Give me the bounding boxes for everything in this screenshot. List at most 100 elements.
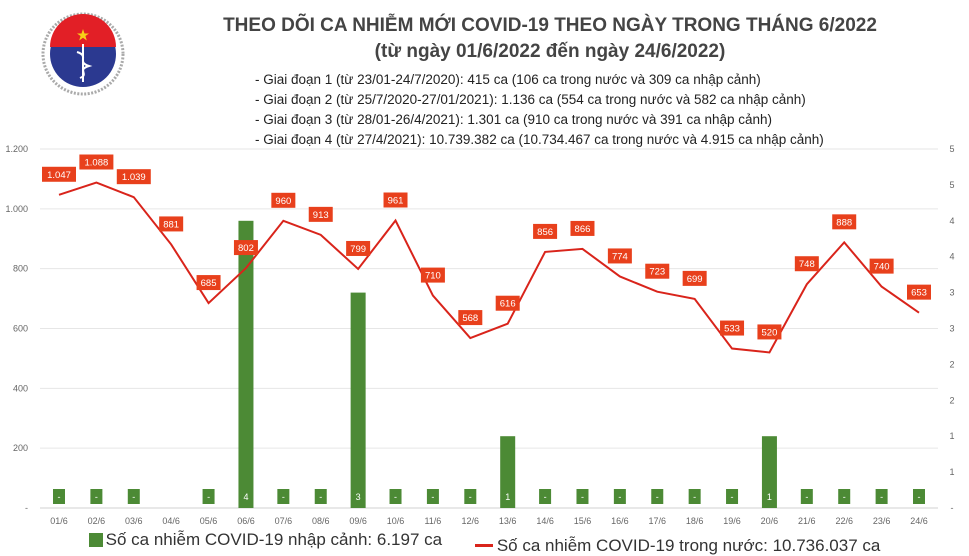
y-right-tick-label: - (951, 503, 954, 513)
bar-zero-marker (688, 489, 701, 504)
bar-zero-marker (464, 489, 477, 504)
bar-value-label: - (544, 492, 547, 502)
line-value-label: 520 (762, 327, 778, 338)
x-tick-label: 10/6 (387, 516, 405, 526)
line-value-label: 740 (874, 262, 890, 273)
bar-zero-marker (651, 489, 664, 504)
x-tick-label: 03/6 (125, 516, 143, 526)
y-right-tick-label: 3 (949, 324, 954, 334)
bar-zero-marker (53, 489, 65, 504)
bar-zero-marker (838, 489, 851, 504)
line-label-box (383, 192, 408, 208)
line-value-label: 802 (238, 243, 254, 254)
line-label-box (79, 154, 114, 170)
x-tick-label: 07/6 (275, 516, 293, 526)
line-value-label: 1.047 (47, 170, 71, 181)
bar (761, 436, 777, 508)
note-phase-4: - Giai đoạn 4 (từ 27/4/2021): 10.739.382… (255, 132, 824, 147)
line-value-label: 653 (911, 288, 927, 299)
bar-zero-marker (127, 489, 140, 504)
bar-zero-marker (426, 489, 439, 504)
legend-label-imported: Số ca nhiễm COVID-19 nhập cảnh: 6.197 ca (105, 530, 443, 549)
line-label-box (757, 324, 782, 340)
line-value-label: 699 (687, 274, 703, 285)
line-label-box (794, 256, 819, 272)
x-tick-label: 14/6 (536, 516, 554, 526)
x-tick-label: 05/6 (200, 516, 218, 526)
bar-value-label: - (431, 492, 434, 502)
ministry-of-health-logo (41, 12, 125, 96)
line-label-box (645, 263, 670, 279)
x-tick-label: 24/6 (910, 516, 928, 526)
y-right-tick-label: 5 (949, 144, 954, 154)
line-label-box (570, 220, 595, 236)
line-value-label: 913 (313, 210, 329, 221)
bar-value-label: - (58, 492, 61, 502)
y-left-tick-label: 800 (13, 264, 28, 274)
x-tick-label: 17/6 (648, 516, 666, 526)
bar-zero-marker (202, 489, 215, 504)
line-value-label: 856 (537, 227, 553, 238)
domestic-cases-line (58, 181, 920, 354)
y-left-tick-label: 600 (13, 324, 28, 334)
x-tick-label: 22/6 (835, 516, 853, 526)
line-label-box (271, 192, 296, 208)
line-value-label: 1.088 (85, 158, 109, 169)
bar-value-label: 3 (356, 492, 361, 502)
y-right-tick-label: 5 (949, 180, 954, 190)
line-label-box (607, 248, 632, 264)
y-right-tick-label: 1 (949, 431, 954, 441)
line-label-box (42, 166, 76, 182)
y-right-tick-label: 2 (949, 395, 954, 405)
y-left-tick-label: 1.000 (5, 204, 28, 214)
x-tick-label: 18/6 (686, 516, 704, 526)
x-tick-label: 01/6 (50, 516, 68, 526)
bar-value-label: - (805, 492, 808, 502)
x-tick-label: 11/6 (424, 516, 441, 526)
x-tick-label: 06/6 (237, 516, 255, 526)
y-left-tick-label: 200 (13, 443, 28, 453)
line-value-label: 799 (350, 244, 366, 255)
line-label-box (720, 320, 745, 336)
line-value-label: 774 (612, 251, 628, 262)
line-label-box (682, 270, 707, 286)
legend-label-domestic: Số ca nhiễm COVID-19 trong nước: 10.736.… (496, 535, 881, 555)
bar-value-label: - (319, 492, 322, 502)
line-value-label: 748 (799, 259, 815, 270)
line-value-label: 888 (836, 217, 852, 228)
bar-zero-marker (389, 489, 402, 504)
legend-item-domestic: Số ca nhiễm COVID-19 trong nước: 10.736.… (474, 535, 881, 556)
line-label-box (196, 275, 221, 291)
bar-value-label: - (282, 492, 285, 502)
line-value-label: 960 (275, 196, 291, 207)
y-left-tick-label: 1.200 (5, 144, 28, 154)
x-tick-label: 19/6 (723, 516, 741, 526)
phase-notes: - Giai đoạn 1 (từ 23/01-24/7/2020): 415 … (255, 70, 824, 150)
note-phase-3: - Giai đoạn 3 (từ 28/01-26/4/2021): 1.30… (255, 112, 773, 127)
x-tick-label: 20/6 (761, 516, 779, 526)
line-label-box (533, 223, 558, 239)
bar-value-label: - (207, 492, 210, 502)
line-value-label: 616 (500, 299, 516, 310)
bar-value-label: 1 (505, 492, 510, 502)
line-value-label: 1.039 (122, 172, 146, 183)
bar-value-label: - (843, 492, 846, 502)
legend-item-imported: Số ca nhiễm COVID-19 nhập cảnh: 6.197 ca (88, 530, 443, 550)
bar-value-label: - (918, 492, 921, 502)
bar-value-label: - (394, 492, 397, 502)
bar-value-label: - (731, 492, 734, 502)
bar-zero-marker (539, 489, 552, 504)
line-value-label: 568 (462, 313, 478, 324)
bar-zero-marker (726, 489, 739, 504)
line-label-box (420, 267, 445, 283)
line-value-label: 866 (575, 224, 591, 235)
line-label-box (116, 169, 151, 185)
y-left-tick-label: 400 (13, 383, 28, 393)
x-tick-label: 08/6 (312, 516, 330, 526)
bar-value-label: - (693, 492, 696, 502)
x-tick-label: 09/6 (349, 516, 367, 526)
line-value-label: 723 (649, 267, 665, 278)
bar-zero-marker (90, 489, 103, 504)
legend-swatch-line (474, 544, 493, 547)
line-label-box (907, 284, 931, 300)
